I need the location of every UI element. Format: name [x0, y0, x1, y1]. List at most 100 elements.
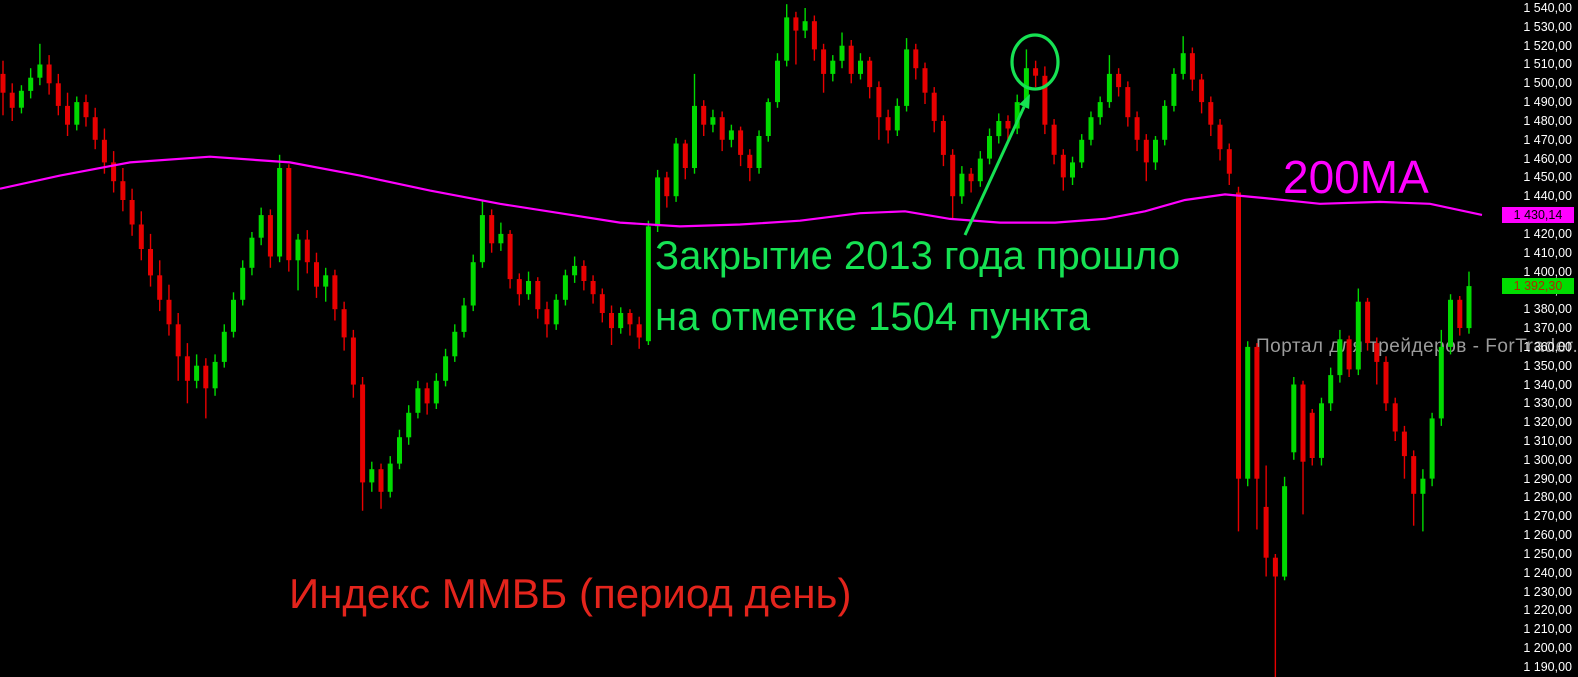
candle-body: [258, 215, 264, 238]
candle-body: [664, 177, 670, 197]
candle-body: [369, 469, 375, 483]
candle-body: [314, 262, 319, 287]
candle-body: [1023, 68, 1029, 103]
y-axis-label: 1 350,00: [1523, 358, 1572, 373]
candle-body: [1014, 102, 1020, 129]
y-axis-label: 1 410,00: [1523, 245, 1572, 260]
candle-body: [968, 173, 974, 182]
candle-body: [1079, 139, 1085, 163]
candle-body: [1060, 154, 1066, 178]
y-axis-label: 1 190,00: [1523, 659, 1572, 674]
price-tag-last-price: 1 392,30: [1502, 278, 1574, 295]
candle-body: [332, 275, 338, 310]
y-axis-label: 1 400,00: [1523, 264, 1572, 279]
candle-body: [1254, 346, 1260, 479]
candle-body: [609, 313, 614, 329]
candle-body: [323, 275, 329, 287]
y-axis-label: 1 500,00: [1523, 76, 1572, 91]
candle-body: [572, 265, 578, 276]
candle-body: [1088, 117, 1094, 140]
candle-body: [562, 275, 568, 300]
y-axis-label: 1 330,00: [1523, 396, 1572, 411]
candle-body: [28, 77, 34, 91]
candle-body: [894, 105, 900, 131]
candle-body: [65, 105, 70, 125]
y-axis-label: 1 370,00: [1523, 321, 1572, 336]
candle-body: [507, 233, 513, 280]
candle-body: [267, 215, 273, 257]
candle-body: [1106, 73, 1112, 103]
candle-body: [1153, 139, 1158, 163]
candle-body: [590, 281, 596, 295]
candle-body: [544, 309, 550, 325]
y-axis-label: 1 290,00: [1523, 471, 1572, 486]
y-axis-label: 1 490,00: [1523, 95, 1572, 110]
candle-body: [1300, 384, 1306, 462]
candle-body: [1319, 403, 1324, 458]
candle-body: [848, 45, 854, 74]
y-axis-label: 1 270,00: [1523, 509, 1572, 524]
candle-body: [1429, 418, 1435, 479]
annotation-circle: [1010, 33, 1060, 91]
candle-body: [535, 281, 541, 310]
candle-body: [111, 162, 117, 182]
candle-body: [129, 200, 135, 225]
candle-body: [387, 463, 393, 492]
candle-body: [710, 117, 716, 125]
annotation-note-line2: на отметке 1504 пункта: [655, 295, 1091, 339]
watermark: Портал для трейдеров - ForTrader.ru: [1256, 336, 1578, 357]
candle-body: [516, 279, 522, 295]
candle-body: [977, 158, 983, 182]
candle-body: [627, 313, 633, 325]
candle-body: [1189, 53, 1195, 80]
candle-body: [9, 92, 15, 108]
candle-body: [1005, 121, 1011, 129]
candle-body: [1125, 87, 1131, 118]
candle-body: [996, 121, 1002, 137]
candle-body: [415, 388, 421, 413]
candle-body: [682, 143, 688, 168]
candle-body: [775, 60, 780, 103]
y-axis-label: 1 220,00: [1523, 603, 1572, 618]
y-axis-label: 1 260,00: [1523, 528, 1572, 543]
candle-body: [1116, 73, 1122, 88]
candle-body: [1097, 102, 1103, 118]
y-axis-label: 1 480,00: [1523, 113, 1572, 128]
candle-body: [231, 299, 236, 332]
candle-body: [581, 265, 587, 281]
candle-body: [1448, 299, 1453, 347]
candle-body: [166, 299, 172, 325]
candle-body: [18, 90, 24, 108]
candle-body: [765, 102, 771, 136]
candle-body: [203, 365, 209, 389]
y-axis-label: 1 280,00: [1523, 490, 1572, 505]
candle-body: [304, 239, 310, 263]
y-axis-label: 1 360,00: [1523, 339, 1572, 354]
y-axis-label: 1 230,00: [1523, 584, 1572, 599]
candle-body: [120, 181, 126, 200]
candle-body: [950, 154, 956, 197]
candle-body: [876, 87, 882, 118]
candle-body: [148, 249, 153, 276]
candle-body: [811, 21, 817, 50]
candle-body: [461, 305, 467, 332]
candle-body: [655, 177, 661, 227]
candle-body: [599, 294, 605, 313]
y-axis-label: 1 320,00: [1523, 415, 1572, 430]
candle-body: [249, 237, 255, 268]
candle-body: [221, 331, 227, 362]
candle-body: [1180, 53, 1186, 74]
candle-body: [452, 331, 458, 357]
candle-body: [987, 136, 992, 159]
y-axis-label: 1 340,00: [1523, 377, 1572, 392]
candle-body: [922, 68, 928, 93]
candle-body: [433, 380, 439, 404]
candle-body: [526, 281, 531, 295]
candle-body: [1392, 403, 1398, 432]
candle-body: [940, 121, 946, 155]
candle-body: [175, 324, 181, 357]
annotation-note: Закрытие 2013 года прошло на отметке 150…: [655, 226, 1180, 348]
candle-body: [1226, 149, 1232, 174]
candle-body: [295, 239, 301, 261]
y-axis-label: 1 380,00: [1523, 302, 1572, 317]
